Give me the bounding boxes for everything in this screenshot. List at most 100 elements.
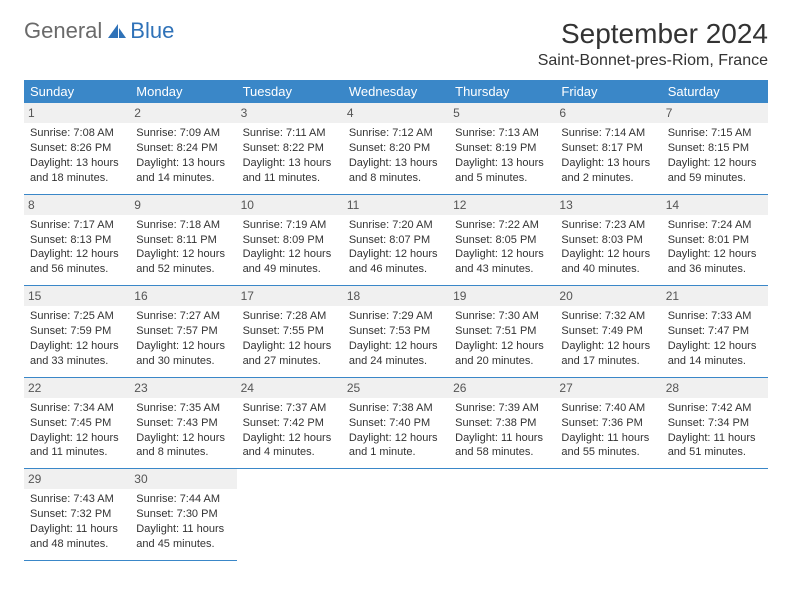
calendar-cell: 25 Sunrise: 7:38 AMSunset: 7:40 PMDayligh… [343, 377, 449, 469]
sunrise-line: Sunrise: 7:14 AM [561, 126, 655, 141]
day-number: 16 [130, 286, 236, 306]
day-number: 17 [237, 286, 343, 306]
day-number: 23 [130, 378, 236, 398]
day-number: 12 [449, 195, 555, 215]
day-number: 26 [449, 378, 555, 398]
sunset-line: Sunset: 7:42 PM [243, 416, 337, 431]
calendar-body: 1Sunrise: 7:08 AMSunset: 8:26 PMDaylight… [24, 103, 768, 560]
calendar-cell: 9Sunrise: 7:18 AMSunset: 8:11 PMDaylight… [130, 194, 236, 286]
calendar-cell-empty [237, 469, 343, 561]
calendar-cell: 5Sunrise: 7:13 AMSunset: 8:19 PMDaylight… [449, 103, 555, 194]
calendar-cell: 28 Sunrise: 7:42 AMSunset: 7:34 PMDayligh… [662, 377, 768, 469]
sunrise-line: Sunrise: 7:23 AM [561, 218, 655, 233]
sunrise-line: Sunrise: 7:11 AM [243, 126, 337, 141]
calendar-cell: 14Sunrise: 7:24 AMSunset: 8:01 PMDayligh… [662, 194, 768, 286]
daylight-line: Daylight: 12 hours and 1 minute. [349, 431, 443, 461]
daylight-line: Daylight: 13 hours and 2 minutes. [561, 156, 655, 186]
calendar-cell-empty [343, 469, 449, 561]
weekday-header: Saturday [662, 80, 768, 103]
day-number: 20 [555, 286, 661, 306]
sunrise-line: Sunrise: 7:42 AM [668, 401, 762, 416]
daylight-line: Daylight: 12 hours and 36 minutes. [668, 247, 762, 277]
sunrise-line: Sunrise: 7:12 AM [349, 126, 443, 141]
sunset-line: Sunset: 7:38 PM [455, 416, 549, 431]
calendar-cell: 23 Sunrise: 7:35 AMSunset: 7:43 PMDayligh… [130, 377, 236, 469]
day-number: 28 [662, 378, 768, 398]
day-number: 25 [343, 378, 449, 398]
sunset-line: Sunset: 7:30 PM [136, 507, 230, 522]
day-number: 3 [237, 103, 343, 123]
sunset-line: Sunset: 8:05 PM [455, 233, 549, 248]
sunrise-line: Sunrise: 7:13 AM [455, 126, 549, 141]
sunset-line: Sunset: 7:32 PM [30, 507, 124, 522]
calendar-cell: 8Sunrise: 7:17 AMSunset: 8:13 PMDaylight… [24, 194, 130, 286]
daylight-line: Daylight: 12 hours and 8 minutes. [136, 431, 230, 461]
sunrise-line: Sunrise: 7:38 AM [349, 401, 443, 416]
day-number: 19 [449, 286, 555, 306]
calendar-cell: 21Sunrise: 7:33 AMSunset: 7:47 PMDayligh… [662, 286, 768, 378]
calendar-cell: 1Sunrise: 7:08 AMSunset: 8:26 PMDaylight… [24, 103, 130, 194]
daylight-line: Daylight: 13 hours and 5 minutes. [455, 156, 549, 186]
sunset-line: Sunset: 7:36 PM [561, 416, 655, 431]
calendar-cell: 17Sunrise: 7:28 AMSunset: 7:55 PMDayligh… [237, 286, 343, 378]
sunset-line: Sunset: 7:40 PM [349, 416, 443, 431]
daylight-line: Daylight: 13 hours and 8 minutes. [349, 156, 443, 186]
weekday-header: Thursday [449, 80, 555, 103]
sunset-line: Sunset: 8:26 PM [30, 141, 124, 156]
daylight-line: Daylight: 11 hours and 51 minutes. [668, 431, 762, 461]
day-number: 18 [343, 286, 449, 306]
sunset-line: Sunset: 8:01 PM [668, 233, 762, 248]
day-number: 14 [662, 195, 768, 215]
day-number: 29 [24, 469, 130, 489]
weekday-header: Tuesday [237, 80, 343, 103]
daylight-line: Daylight: 11 hours and 58 minutes. [455, 431, 549, 461]
daylight-line: Daylight: 13 hours and 14 minutes. [136, 156, 230, 186]
daylight-line: Daylight: 12 hours and 4 minutes. [243, 431, 337, 461]
daylight-line: Daylight: 12 hours and 14 minutes. [668, 339, 762, 369]
calendar-row: 8Sunrise: 7:17 AMSunset: 8:13 PMDaylight… [24, 194, 768, 286]
calendar-cell: 30 Sunrise: 7:44 AMSunset: 7:30 PMDayligh… [130, 469, 236, 561]
sunrise-line: Sunrise: 7:37 AM [243, 401, 337, 416]
sunrise-line: Sunrise: 7:27 AM [136, 309, 230, 324]
sunset-line: Sunset: 8:24 PM [136, 141, 230, 156]
sunrise-line: Sunrise: 7:20 AM [349, 218, 443, 233]
day-number: 30 [130, 469, 236, 489]
daylight-line: Daylight: 13 hours and 11 minutes. [243, 156, 337, 186]
sunset-line: Sunset: 7:47 PM [668, 324, 762, 339]
calendar-cell: 18Sunrise: 7:29 AMSunset: 7:53 PMDayligh… [343, 286, 449, 378]
calendar-cell-empty [449, 469, 555, 561]
calendar-cell: 10Sunrise: 7:19 AMSunset: 8:09 PMDayligh… [237, 194, 343, 286]
sunrise-line: Sunrise: 7:40 AM [561, 401, 655, 416]
daylight-line: Daylight: 12 hours and 33 minutes. [30, 339, 124, 369]
day-number: 9 [130, 195, 236, 215]
day-number: 2 [130, 103, 236, 123]
day-number: 10 [237, 195, 343, 215]
location-text: Saint-Bonnet-pres-Riom, France [538, 52, 768, 70]
sunrise-line: Sunrise: 7:35 AM [136, 401, 230, 416]
sunrise-line: Sunrise: 7:44 AM [136, 492, 230, 507]
sunrise-line: Sunrise: 7:19 AM [243, 218, 337, 233]
sunset-line: Sunset: 7:43 PM [136, 416, 230, 431]
sunrise-line: Sunrise: 7:17 AM [30, 218, 124, 233]
sunset-line: Sunset: 7:57 PM [136, 324, 230, 339]
calendar-table: Sunday Monday Tuesday Wednesday Thursday… [24, 80, 768, 561]
weekday-header-row: Sunday Monday Tuesday Wednesday Thursday… [24, 80, 768, 103]
daylight-line: Daylight: 11 hours and 45 minutes. [136, 522, 230, 552]
calendar-cell: 15Sunrise: 7:25 AMSunset: 7:59 PMDayligh… [24, 286, 130, 378]
sunset-line: Sunset: 8:09 PM [243, 233, 337, 248]
day-number: 15 [24, 286, 130, 306]
daylight-line: Daylight: 12 hours and 52 minutes. [136, 247, 230, 277]
day-number: 8 [24, 195, 130, 215]
sunrise-line: Sunrise: 7:15 AM [668, 126, 762, 141]
brand-sail-icon [106, 22, 128, 40]
calendar-cell: 16Sunrise: 7:27 AMSunset: 7:57 PMDayligh… [130, 286, 236, 378]
sunrise-line: Sunrise: 7:43 AM [30, 492, 124, 507]
sunset-line: Sunset: 8:15 PM [668, 141, 762, 156]
sunset-line: Sunset: 7:34 PM [668, 416, 762, 431]
daylight-line: Daylight: 12 hours and 43 minutes. [455, 247, 549, 277]
daylight-line: Daylight: 12 hours and 27 minutes. [243, 339, 337, 369]
sunrise-line: Sunrise: 7:09 AM [136, 126, 230, 141]
calendar-cell: 13Sunrise: 7:23 AMSunset: 8:03 PMDayligh… [555, 194, 661, 286]
sunrise-line: Sunrise: 7:22 AM [455, 218, 549, 233]
calendar-row: 15Sunrise: 7:25 AMSunset: 7:59 PMDayligh… [24, 286, 768, 378]
